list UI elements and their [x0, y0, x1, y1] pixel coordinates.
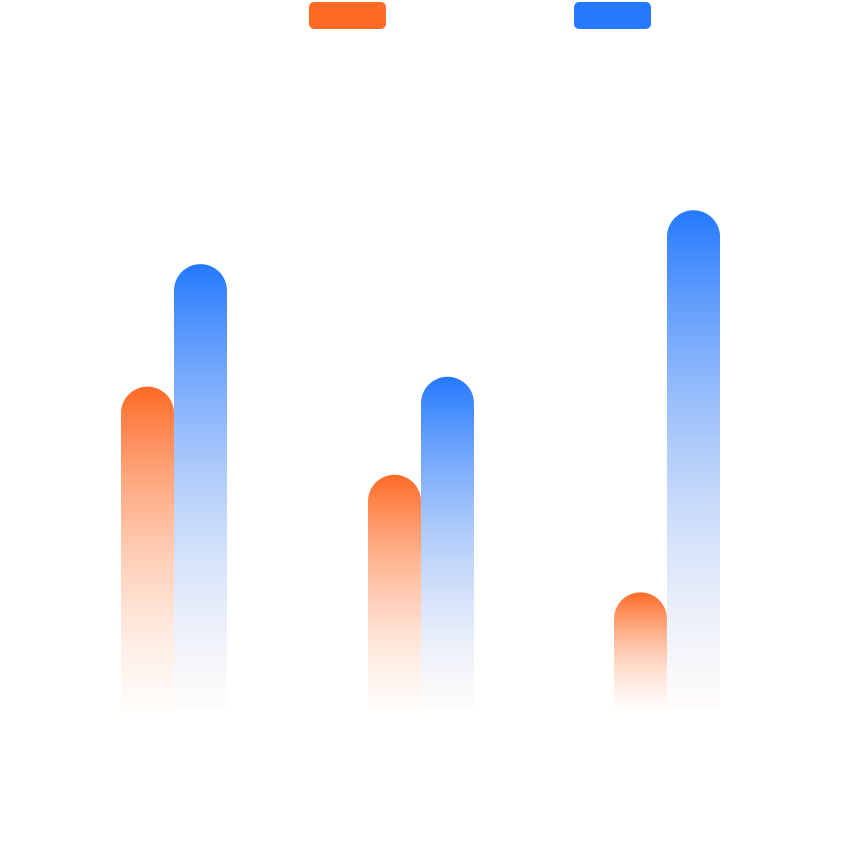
bar-series-2-category-3[interactable]	[667, 210, 720, 710]
legend-swatch-series-2[interactable]	[574, 2, 651, 29]
bar-series-2-category-2[interactable]	[421, 376, 474, 710]
bar-series-1-category-1[interactable]	[121, 386, 174, 710]
legend	[309, 2, 651, 29]
bars	[121, 210, 720, 710]
bar-series-2-category-1[interactable]	[174, 264, 228, 710]
legend-swatch-series-1[interactable]	[309, 2, 386, 29]
bar-series-1-category-2[interactable]	[368, 474, 421, 710]
bar-series-1-category-3[interactable]	[614, 592, 667, 710]
